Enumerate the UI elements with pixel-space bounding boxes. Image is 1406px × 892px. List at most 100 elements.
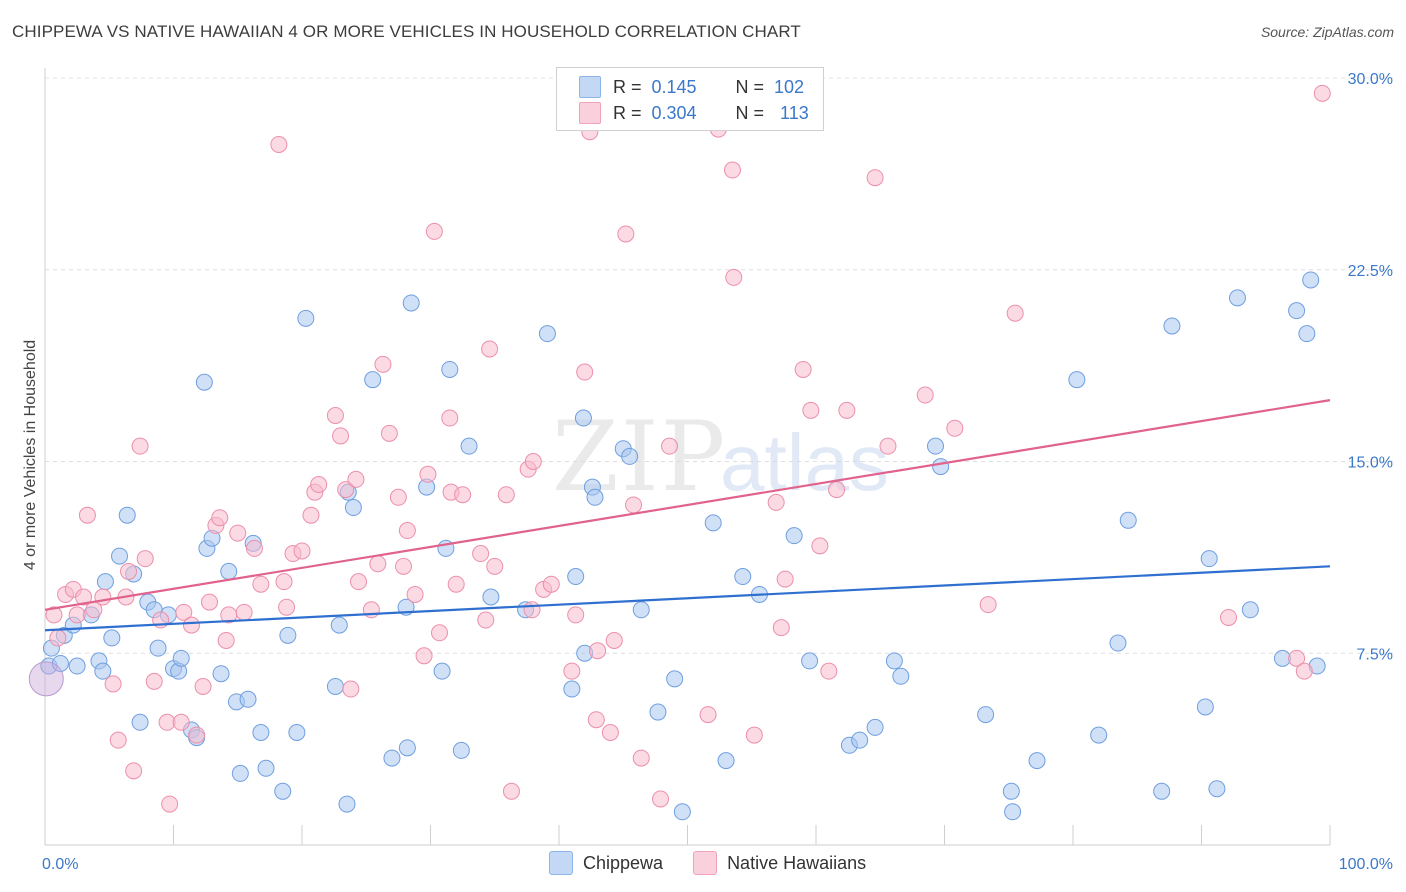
native-hawaiian-point [78,506,96,524]
chippewa-point [28,661,64,697]
native-hawaiian-point [542,575,560,593]
native-hawaiian-point [811,537,829,555]
native-hawaiian-point [661,437,679,455]
chippewa-point [239,690,257,708]
chippewa-point [1273,649,1291,667]
native-hawaiian-point [767,493,785,511]
native-hawaiian-point [425,222,443,240]
legend-n-value: 113 [780,102,809,123]
watermark-atlas: atlas [720,418,889,507]
native-hawaiian-point [866,169,884,187]
native-hawaiian-point [879,437,897,455]
chippewa-point [704,514,722,532]
chippewa-point [94,662,112,680]
native-hawaiian-point [699,706,717,724]
legend-swatch-native-hawaiians [693,851,718,875]
chippewa-point [274,782,292,800]
chippewa-point [482,588,500,606]
native-hawaiian-point [350,573,368,591]
chippewa-point [103,629,121,647]
chippewa-point [1119,511,1137,529]
chippewa-point [892,667,910,685]
native-hawaiian-point [342,680,360,698]
chippewa-point [257,759,275,777]
native-hawaiian-point [211,509,229,527]
native-hawaiian-point [430,624,448,642]
chippewa-point [288,724,306,742]
native-hawaiian-point [369,555,387,573]
native-hawaiian-point [275,573,293,591]
chippewa-point [383,749,401,767]
native-hawaiian-point [497,486,515,504]
chippewa-point [1028,752,1046,770]
legend-r-value: 0.145 [651,76,697,97]
chippewa-point [574,409,592,427]
chippewa-point [172,649,190,667]
native-hawaiian-point [337,481,355,499]
native-hawaiian-point [1288,649,1306,667]
native-hawaiian-point [523,601,541,619]
chart-title: CHIPPEWA VS NATIVE HAWAIIAN 4 OR MORE VE… [12,22,801,41]
native-hawaiian-point [652,790,670,808]
native-hawaiian-point [617,225,635,243]
native-hawaiian-point [916,386,934,404]
chippewa-point [297,309,315,327]
native-hawaiian-point [454,486,472,504]
series-chippewa-points [28,271,1326,821]
x-tick-label: 0.0% [42,856,78,873]
chippewa-point [1004,803,1022,821]
native-hawaiian-point [1006,304,1024,322]
native-hawaiian-point [481,340,499,358]
tick-labels: 7.5% 15.0% 22.5% 30.0% 0.0% 100.0% [42,71,1393,873]
native-hawaiian-point [946,419,964,437]
native-hawaiian-point [415,647,433,665]
chippewa-point [326,677,344,695]
native-hawaiian-point [235,603,253,621]
chippewa-point [1002,782,1020,800]
chippewa-point [632,601,650,619]
native-hawaiian-point [75,588,93,606]
native-hawaiian-point [45,606,63,624]
native-hawaiians-trend-line [44,399,1331,611]
chippewa-point [111,547,129,565]
chippewa-point [118,506,136,524]
native-hawaiian-point [270,135,288,153]
y-tick-label: 15.0% [1348,455,1393,472]
native-hawaiian-point [632,749,650,767]
legend-swatch-chippewa [549,851,573,875]
native-hawaiian-point [120,562,138,580]
native-hawaiian-point [601,724,619,742]
chippewa-point [1288,302,1306,320]
native-hawaiian-point [194,677,212,695]
chippewa-point [649,703,667,721]
native-hawaiian-point [302,506,320,524]
series-legend: Chippewa Native Hawaiians [549,851,896,875]
chippewa-point [885,652,903,670]
native-hawaiian-point [175,603,193,621]
chippewa-point [212,665,230,683]
native-hawaiian-point [310,476,328,494]
chippewa-point [866,718,884,736]
native-hawaiian-point [398,522,416,540]
chippewa-point [851,731,869,749]
native-hawaiian-point [182,616,200,634]
chippewa-point [402,294,420,312]
native-hawaiian-point [200,593,218,611]
chippewa-point [927,437,945,455]
native-hawaiian-point [802,401,820,419]
native-hawaiian-point [524,453,542,470]
native-hawaiian-point [406,585,424,603]
chippewa-trend-line [44,565,1331,632]
y-tick-label: 30.0% [1348,71,1393,88]
chippewa-point [364,371,382,389]
native-hawaiian-point [49,629,67,647]
chippewa-point [220,562,238,580]
native-hawaiian-point [820,662,838,680]
native-hawaiian-point [109,731,127,749]
chippewa-point [338,795,356,813]
legend-item-native-hawaiians: Native Hawaiians [693,851,866,875]
x-tick-label: 100.0% [1339,856,1393,873]
stats-legend: R = 0.145 N = 102 R = 0.304 N = 113 [556,67,824,131]
chippewa-point [1298,325,1316,343]
